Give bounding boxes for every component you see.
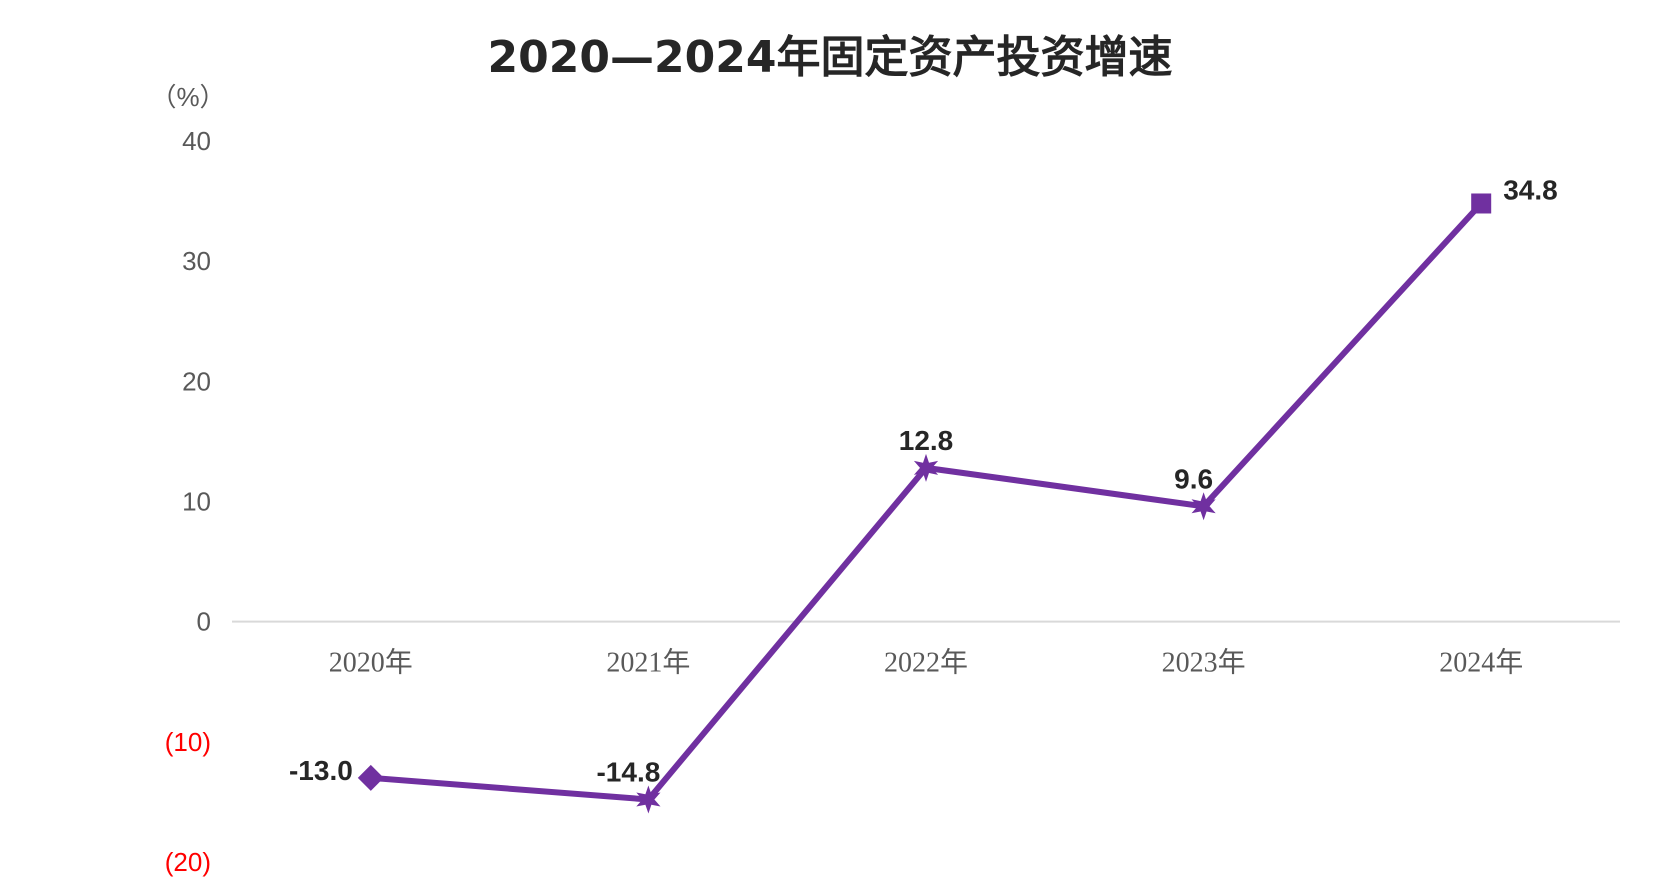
data-labels: -13.0 -14.8 12.8 9.6 34.8 [289,174,1558,787]
data-point-marker [357,764,384,791]
y-tick-label: 30 [182,246,211,276]
y-axis-ticks: 40 30 20 10 0 (10) (20) [165,126,211,877]
y-tick-label: 20 [182,366,211,396]
x-axis-ticks: 2020年 2021年 2022年 2023年 2024年 [329,647,1523,679]
series-line [370,201,1484,803]
y-tick-label: 10 [182,487,211,517]
data-label: -13.0 [289,755,353,786]
data-point-marker [1471,193,1492,214]
x-tick-label: 2022年 [884,647,968,679]
y-tick-label: (20) [165,847,211,877]
x-tick-label: 2024年 [1439,647,1523,679]
y-axis-unit-label: （%） [150,82,225,112]
data-label: 12.8 [899,425,954,456]
data-label: -14.8 [596,757,660,788]
data-point-marker [1191,492,1216,521]
data-label: 9.6 [1174,463,1213,494]
data-point-marker [636,785,661,814]
y-tick-label: 40 [182,126,211,156]
x-tick-label: 2021年 [606,647,690,679]
x-tick-label: 2020年 [329,647,413,679]
data-label: 34.8 [1503,174,1558,205]
y-tick-label: (10) [165,727,211,757]
x-tick-label: 2023年 [1162,647,1246,679]
chart-title: 2020—2024年固定资产投资增速 [488,32,1173,83]
series-markers [357,193,1492,814]
y-tick-label: 0 [197,607,211,637]
data-point-marker [913,453,939,482]
